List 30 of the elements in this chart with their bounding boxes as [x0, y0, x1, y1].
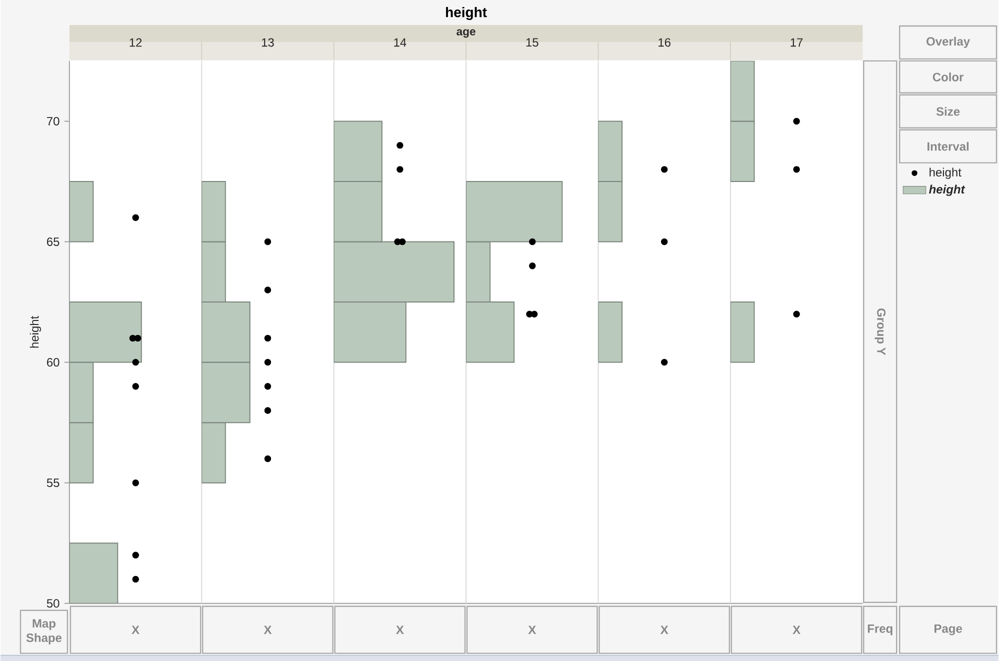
- chart-title: 15: [526, 38, 538, 46]
- text: height: [446, 6, 487, 20]
- y-tick-label: 55: [46, 478, 60, 487]
- chart-title: 17: [790, 38, 803, 46]
- y-tick-label: 70: [47, 116, 60, 126]
- text: age: [456, 29, 476, 38]
- chart-title: 14: [394, 38, 406, 46]
- text: X: [792, 626, 800, 634]
- y-axis-title: height: [30, 316, 42, 348]
- text: Color: [932, 72, 964, 82]
- y-tick-label: 50: [46, 598, 60, 608]
- text: X: [660, 626, 668, 634]
- text: X: [528, 626, 536, 634]
- text: Overlay: [926, 36, 970, 48]
- text: Group Y: [874, 308, 886, 355]
- chart-title: 13: [262, 38, 274, 47]
- chart-title: 12: [130, 38, 142, 46]
- chart-title: 16: [658, 38, 670, 47]
- text: X: [132, 626, 140, 634]
- text: X: [264, 626, 272, 634]
- legend-label: height: [929, 184, 966, 196]
- text: X: [396, 626, 404, 634]
- legend-label: height: [930, 168, 962, 179]
- text: Freq: [868, 624, 892, 636]
- y-tick-label: 60: [47, 358, 60, 366]
- text: Size: [936, 106, 960, 116]
- y-tick-label: 65: [47, 237, 60, 246]
- text: Map Shape: [26, 619, 62, 644]
- text: Page: [934, 624, 962, 636]
- text: Interval: [928, 142, 969, 151]
